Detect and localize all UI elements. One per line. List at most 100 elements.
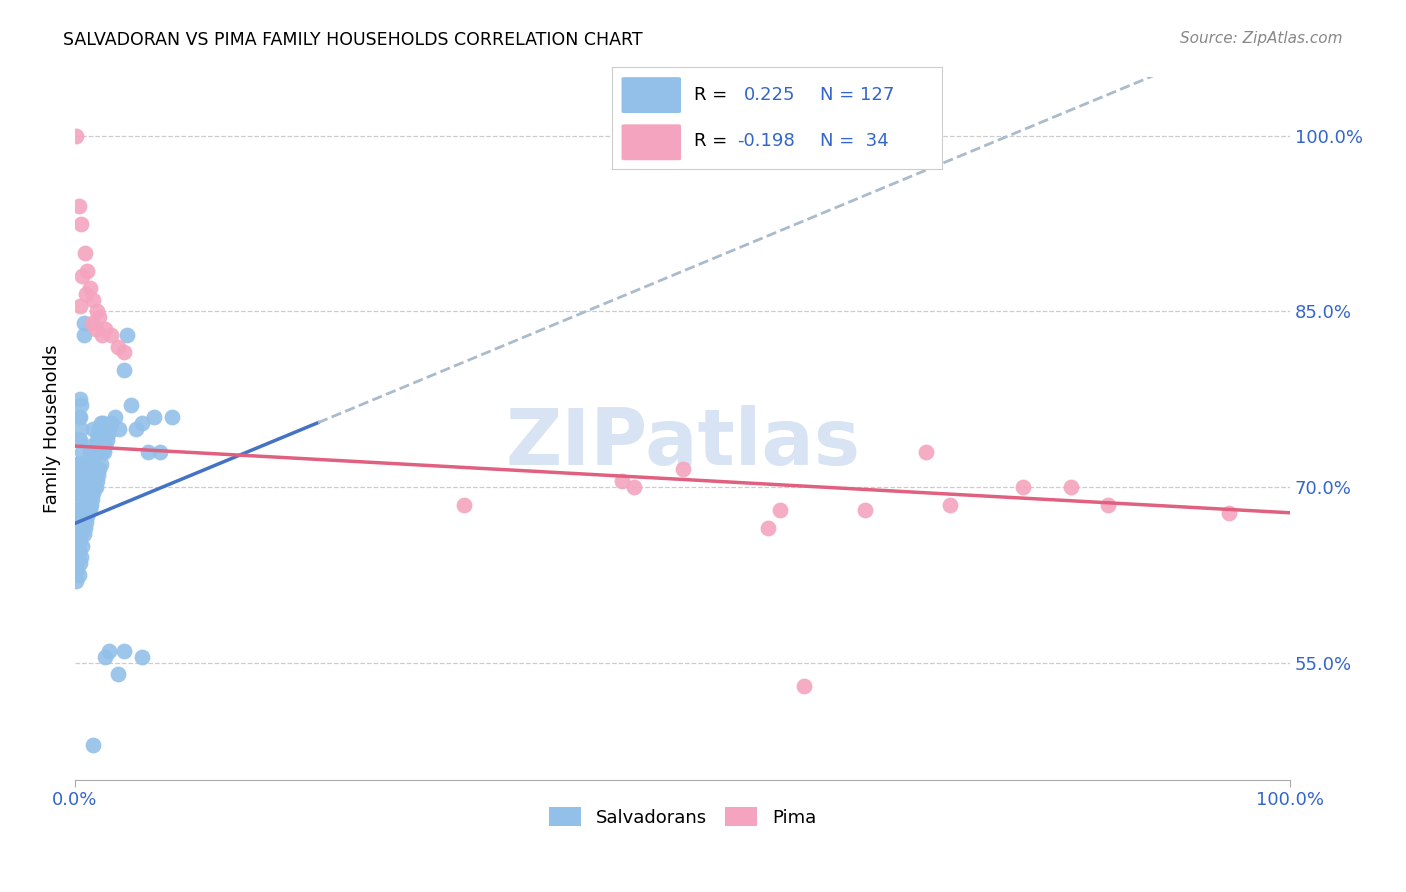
Point xyxy=(90,445,112,459)
Point xyxy=(89,416,111,430)
Point xyxy=(66,503,89,517)
Point xyxy=(84,480,107,494)
Text: Source: ZipAtlas.com: Source: ZipAtlas.com xyxy=(1180,31,1343,46)
Point xyxy=(84,322,107,336)
Point xyxy=(70,550,93,565)
Point xyxy=(69,457,91,471)
Point xyxy=(65,486,87,500)
Point xyxy=(72,491,94,506)
Point xyxy=(82,293,104,307)
Text: -0.198: -0.198 xyxy=(737,132,794,150)
Point xyxy=(107,421,129,435)
Point xyxy=(67,457,90,471)
Point xyxy=(72,539,94,553)
Point xyxy=(67,544,90,558)
Point xyxy=(72,269,94,284)
Point xyxy=(73,246,96,260)
Point xyxy=(75,515,97,529)
FancyBboxPatch shape xyxy=(621,77,681,113)
Point xyxy=(77,503,100,517)
Point xyxy=(89,462,111,476)
Point xyxy=(70,421,93,435)
Point xyxy=(131,649,153,664)
Point xyxy=(70,398,93,412)
Point xyxy=(100,416,122,430)
Point xyxy=(160,409,183,424)
Point xyxy=(66,515,89,529)
Point xyxy=(671,462,693,476)
Point xyxy=(100,327,122,342)
Point xyxy=(72,515,94,529)
Point xyxy=(98,644,121,658)
Point xyxy=(453,498,475,512)
Point xyxy=(80,439,103,453)
Point xyxy=(96,434,118,448)
Point xyxy=(79,468,101,483)
Point xyxy=(143,409,166,424)
Point xyxy=(98,421,121,435)
Point xyxy=(86,434,108,448)
Point xyxy=(853,503,876,517)
Point xyxy=(769,503,792,517)
Point xyxy=(65,128,87,143)
Point xyxy=(66,434,89,448)
Point xyxy=(94,649,117,664)
Point xyxy=(69,299,91,313)
Point xyxy=(67,526,90,541)
Point xyxy=(72,480,94,494)
Point xyxy=(149,445,172,459)
Point xyxy=(65,550,87,565)
Text: R =: R = xyxy=(695,86,727,103)
Text: R =: R = xyxy=(695,132,733,150)
Point xyxy=(66,457,89,471)
Point xyxy=(83,480,105,494)
Point xyxy=(89,310,111,325)
Point xyxy=(91,416,114,430)
Point xyxy=(75,491,97,506)
Point xyxy=(70,503,93,517)
Point xyxy=(76,263,98,277)
Point xyxy=(1218,506,1240,520)
Point xyxy=(67,409,90,424)
Point xyxy=(70,480,93,494)
Point xyxy=(82,486,104,500)
Point xyxy=(89,457,111,471)
Point xyxy=(120,398,142,412)
Point xyxy=(65,503,87,517)
Point xyxy=(86,304,108,318)
Point xyxy=(65,515,87,529)
Point xyxy=(76,509,98,524)
Point xyxy=(93,445,115,459)
Point xyxy=(72,468,94,483)
Point xyxy=(117,327,139,342)
Point xyxy=(80,491,103,506)
Point xyxy=(67,199,90,213)
Point xyxy=(77,480,100,494)
Point xyxy=(79,445,101,459)
Point xyxy=(80,316,103,330)
Point xyxy=(87,427,110,442)
Point xyxy=(80,468,103,483)
Text: ZIPatlas: ZIPatlas xyxy=(505,405,860,481)
Point xyxy=(1097,498,1119,512)
Point xyxy=(65,468,87,483)
Point xyxy=(72,327,94,342)
Point xyxy=(72,503,94,517)
Text: 0.225: 0.225 xyxy=(744,86,796,103)
Text: N = 127: N = 127 xyxy=(820,86,894,103)
Point xyxy=(70,217,93,231)
Point xyxy=(65,539,87,553)
Point xyxy=(87,468,110,483)
Point xyxy=(66,562,89,576)
Point xyxy=(112,363,135,377)
Point xyxy=(66,526,89,541)
Point xyxy=(90,327,112,342)
FancyBboxPatch shape xyxy=(621,124,681,161)
Point xyxy=(82,738,104,752)
Text: N =  34: N = 34 xyxy=(820,132,889,150)
Point xyxy=(65,526,87,541)
Point xyxy=(82,450,104,465)
Point xyxy=(79,281,101,295)
Point xyxy=(914,445,936,459)
Y-axis label: Family Households: Family Households xyxy=(44,344,60,513)
